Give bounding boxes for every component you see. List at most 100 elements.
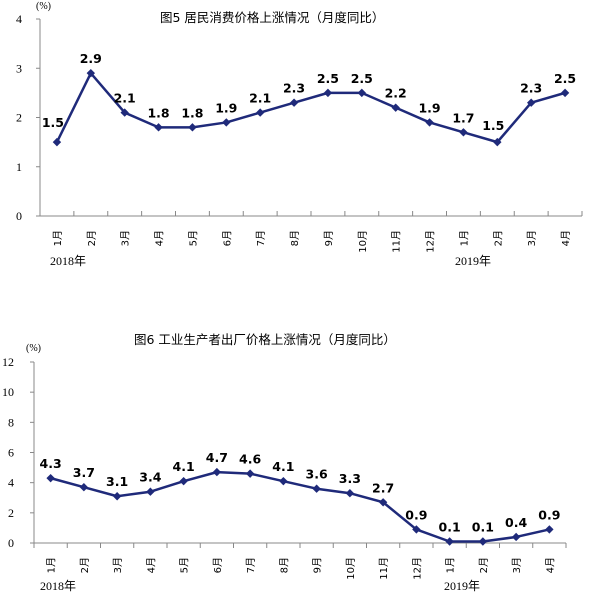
- data-label: 2.9: [80, 51, 102, 66]
- series-line: [55, 71, 566, 144]
- data-point-marker: [459, 128, 468, 137]
- series-line: [50, 470, 550, 543]
- x-tick-label: 5月: [187, 230, 199, 246]
- data-label: 2.2: [385, 86, 407, 101]
- y-tick-label: 1: [16, 160, 22, 174]
- data-label: 0.9: [405, 507, 427, 522]
- data-label: 0.1: [472, 519, 494, 534]
- data-point-marker: [445, 537, 454, 546]
- data-label: 0.1: [439, 519, 461, 534]
- data-point-marker: [478, 537, 488, 546]
- data-point-marker: [391, 103, 400, 112]
- data-point-marker: [154, 123, 163, 132]
- year-label: 2019年: [444, 579, 480, 593]
- data-point-marker: [188, 123, 197, 132]
- data-label: 4.1: [173, 459, 195, 474]
- year-label: 2018年: [50, 254, 86, 268]
- y-tick-label: 12: [2, 355, 14, 369]
- y-tick-label: 2: [8, 506, 14, 520]
- x-tick-label: 4月: [154, 230, 166, 246]
- chart-ppi: 图6 工业生产者出厂价格上涨情况（月度同比） (%) 0 2 4 6 8 10 12 1月 2月 3月…: [2, 332, 567, 593]
- data-label: 3.4: [139, 470, 161, 485]
- x-tick-label: 7月: [245, 557, 257, 573]
- x-tick-label: 7月: [255, 230, 267, 246]
- data-label: 1.5: [482, 118, 504, 133]
- unit-label: (%): [36, 1, 51, 12]
- x-tick-label: 1月: [445, 557, 457, 573]
- x-tick-label: 2月: [79, 557, 91, 573]
- x-tick-label: 2月: [492, 230, 504, 246]
- data-point-marker: [86, 68, 96, 78]
- data-label: 4.1: [272, 459, 294, 474]
- x-tick-label: 10月: [357, 230, 369, 253]
- x-tick-label: 4月: [145, 557, 157, 573]
- y-tick-label: 4: [16, 12, 22, 26]
- data-label: 4.7: [206, 450, 228, 465]
- x-tick-label: 2月: [86, 230, 98, 246]
- data-label: 1.5: [42, 115, 64, 130]
- x-tick-label: 3月: [526, 230, 538, 246]
- year-label: 2019年: [455, 254, 491, 268]
- data-label: 0.9: [538, 507, 560, 522]
- x-tick-label: 3月: [120, 230, 132, 246]
- data-label: 3.3: [339, 471, 361, 486]
- x-tick-label: 9月: [323, 230, 335, 246]
- y-tick-label: 2: [16, 111, 22, 125]
- x-tick-label: 6月: [212, 557, 224, 573]
- data-point-marker: [425, 118, 434, 127]
- y-tick-label: 3: [16, 61, 22, 75]
- data-label: 1.8: [181, 105, 203, 120]
- x-tick-label: 4月: [544, 557, 556, 573]
- x-tick-label: 5月: [179, 557, 191, 573]
- chart-title: 图6 工业生产者出厂价格上涨情况（月度同比）: [134, 332, 396, 347]
- data-point-marker: [357, 88, 367, 98]
- x-tick-label: 11月: [378, 557, 390, 580]
- chart-title: 图5 居民消费价格上涨情况（月度同比）: [160, 10, 384, 25]
- data-label: 3.6: [306, 467, 328, 482]
- data-label: 2.1: [249, 91, 271, 106]
- y-tick-label: 0: [8, 536, 14, 550]
- data-point-marker: [378, 498, 388, 507]
- x-tick-label: 2月: [478, 557, 490, 573]
- data-point-marker: [526, 98, 536, 107]
- y-tick-label: 4: [8, 476, 14, 490]
- data-label: 0.4: [505, 515, 527, 530]
- data-point-marker: [323, 88, 333, 98]
- data-label: 2.3: [520, 81, 542, 96]
- data-point-marker: [560, 88, 570, 98]
- data-point-marker: [255, 108, 265, 117]
- x-tick-label: 9月: [312, 557, 324, 573]
- data-label: 4.6: [239, 452, 261, 467]
- data-point-marker: [79, 482, 89, 492]
- data-label: 2.5: [351, 71, 373, 86]
- y-tick-label: 10: [2, 385, 14, 399]
- x-tick-label: 3月: [112, 557, 124, 573]
- x-tick-label: 11月: [391, 230, 403, 253]
- x-tick-label: 1月: [46, 557, 58, 573]
- data-point-marker: [46, 473, 55, 483]
- data-point-marker: [289, 98, 299, 107]
- x-tick-label: 8月: [289, 230, 301, 246]
- x-tick-label: 3月: [511, 557, 523, 573]
- data-point-marker: [312, 484, 321, 493]
- data-point-marker: [345, 489, 355, 498]
- data-label: 2.5: [554, 71, 576, 86]
- y-tick-label: 8: [8, 415, 14, 429]
- x-tick-label: 1月: [52, 230, 64, 246]
- data-point-marker: [511, 532, 521, 542]
- data-point-marker: [493, 137, 502, 147]
- unit-label: (%): [26, 343, 41, 354]
- data-point-marker: [245, 469, 255, 478]
- data-label: 2.5: [317, 71, 339, 86]
- data-point-marker: [412, 525, 421, 534]
- x-tick-label: 8月: [278, 557, 290, 573]
- y-tick-label: 0: [16, 209, 22, 223]
- x-tick-label: 12月: [425, 230, 437, 253]
- data-point-marker: [545, 525, 554, 534]
- data-label: 3.1: [106, 474, 128, 489]
- data-label: 2.7: [372, 480, 394, 495]
- data-point-marker: [179, 476, 188, 486]
- data-label: 4.3: [40, 456, 62, 471]
- x-tick-label: 4月: [560, 230, 572, 246]
- data-point-marker: [112, 492, 122, 501]
